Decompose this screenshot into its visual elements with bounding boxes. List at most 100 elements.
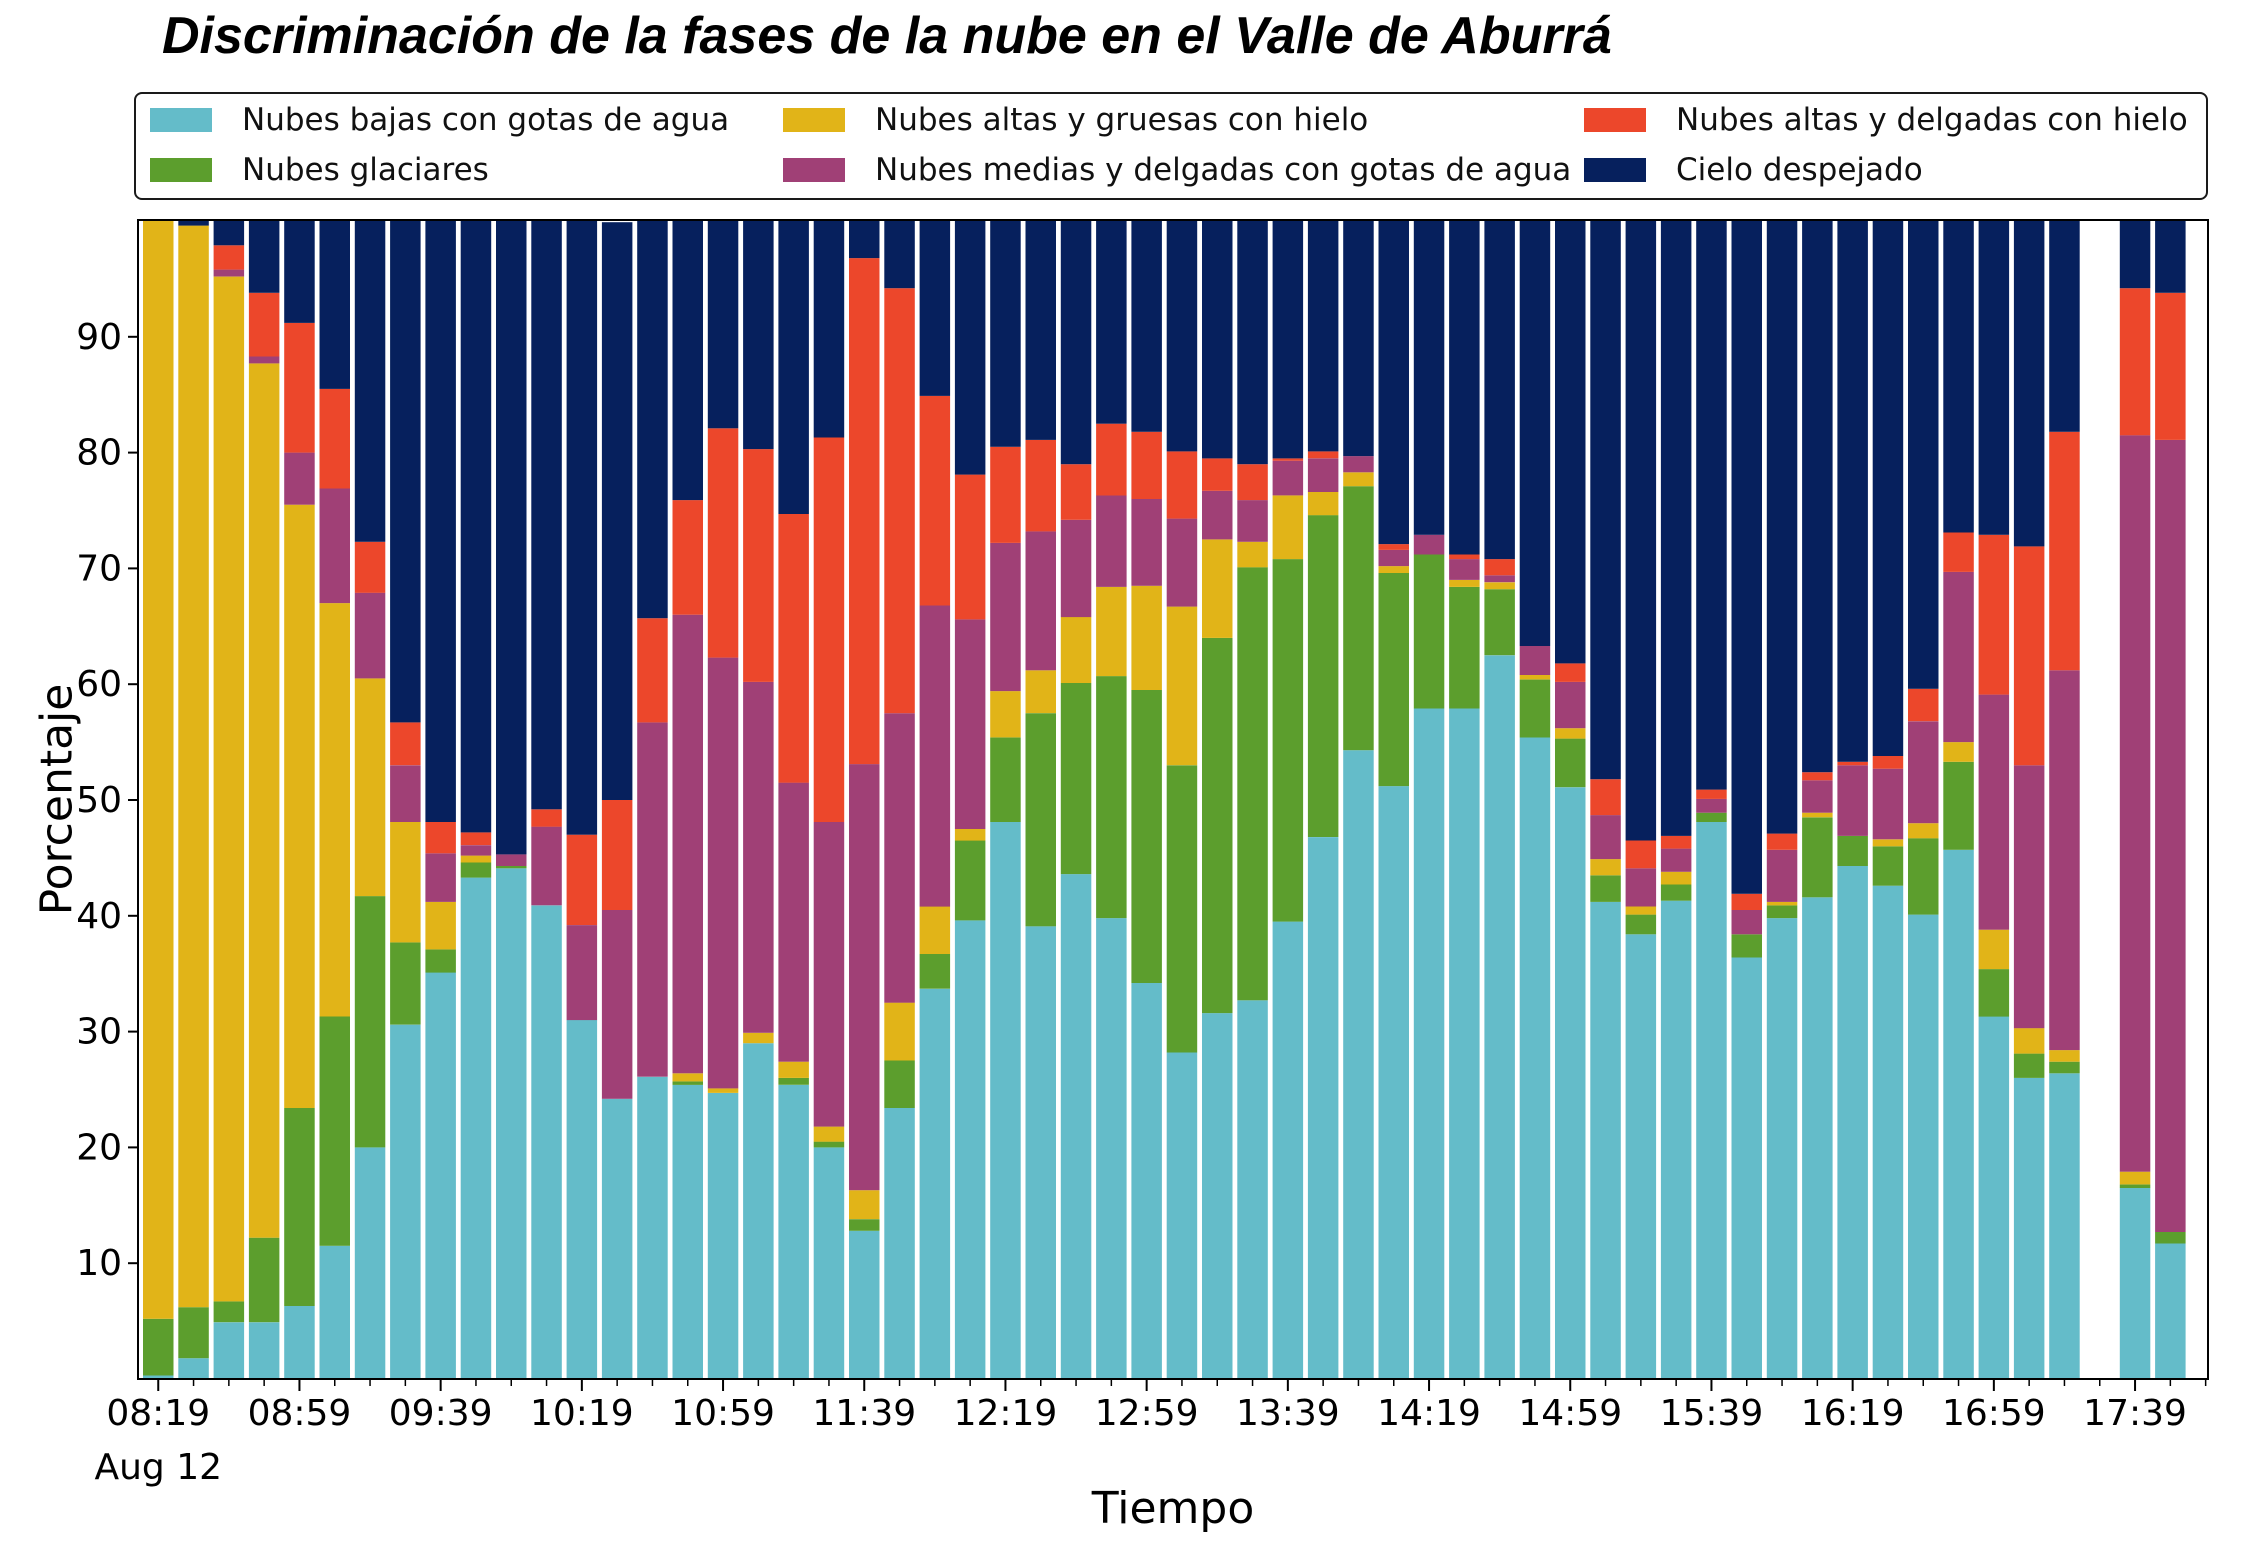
- bar-segment-2-0839: [213, 276, 245, 1302]
- bar-segment-4-1129: [813, 437, 845, 822]
- bar-segment-5-1749: [2155, 221, 2186, 293]
- y-axis: 10 20 30 40 50 60 70 80 90: [76, 317, 138, 1284]
- bar-segment-5-1339: [1272, 221, 1304, 459]
- bar-segment-5-1629: [1872, 221, 1904, 756]
- x-tick-label-1059: 10:59: [671, 1393, 775, 1434]
- legend-item-medias-delgadas: Nubes medias y delgadas con gotas de agu…: [783, 148, 1571, 192]
- bar-segment-0-1559: [1766, 918, 1798, 1379]
- bar-segment-3-1159: [919, 605, 951, 907]
- bar-segment-0-1509: [1590, 901, 1621, 1379]
- bar-segment-4-1649: [1943, 532, 1974, 572]
- bar-segment-2-0919: [354, 678, 386, 897]
- bar-segment-0-1659: [1978, 1016, 2010, 1379]
- bar-segment-4-1059: [707, 428, 739, 658]
- bar-segment-1-0859: [284, 1108, 315, 1306]
- bar-segment-5-1429: [1449, 221, 1480, 555]
- bar-segment-1-1129: [813, 1141, 845, 1148]
- bar-segment-5-1059: [707, 221, 739, 429]
- bar-segment-5-1259: [1131, 221, 1162, 432]
- bar-segment-0-1159: [919, 988, 951, 1379]
- bar-segment-1-1629: [1872, 846, 1904, 886]
- bar-segment-4-1249: [1096, 423, 1127, 496]
- bar-segment-2-1739: [2119, 1171, 2151, 1185]
- bar-segment-4-1029: [601, 800, 633, 910]
- bar-segment-2-1229: [1025, 670, 1056, 714]
- bar-segment-0-1039: [637, 1076, 668, 1379]
- bar-segment-3-1329: [1237, 500, 1268, 542]
- bar-segment-5-1049: [672, 221, 703, 501]
- bar-segment-4-1239: [1060, 464, 1092, 520]
- bar-segment-4-1629: [1872, 756, 1904, 769]
- bar-segment-2-1719: [2049, 1050, 2080, 1062]
- bar-segment-5-0859: [284, 221, 315, 323]
- bar-segment-1-1409: [1378, 573, 1409, 787]
- bar-segment-0-1449: [1519, 737, 1551, 1379]
- y-axis-title: Porcentaje: [31, 684, 82, 916]
- x-axis-date-label: Aug 12: [94, 1447, 222, 1488]
- bar-segment-4-1259: [1131, 431, 1162, 499]
- bar-segment-3-1219: [990, 542, 1021, 692]
- bar-segment-1-1459: [1555, 738, 1586, 788]
- bar-segment-2-1149: [884, 1002, 915, 1061]
- bar-segment-5-1019: [566, 221, 598, 835]
- bar-segment-1-0919: [354, 896, 386, 1148]
- bar-segment-2-1329: [1237, 541, 1268, 568]
- bar-segment-3-1649: [1943, 571, 1974, 743]
- bar-segment-5-1209: [954, 221, 986, 475]
- x-axis: 08:19 08:59 09:39 10:19 10:59 11:39 12:19 12:59…: [106, 1379, 2207, 1434]
- legend-label-nubes-glaciares: Nubes glaciares: [242, 152, 489, 188]
- y-tick-label-70: 70: [76, 548, 122, 589]
- bar-segment-0-1239: [1060, 874, 1092, 1379]
- bar-segment-2-1129: [813, 1126, 845, 1142]
- bar-segment-5-1249: [1096, 221, 1127, 424]
- bar-segment-0-0909: [319, 1245, 350, 1379]
- bar-segment-5-1039: [637, 221, 668, 619]
- bar-segment-5-1709: [2013, 221, 2045, 547]
- legend-swatch-nubes-bajas: [150, 108, 212, 132]
- bar-segment-4-1529: [1660, 835, 1692, 849]
- bar-segment-3-1039: [637, 722, 668, 1077]
- bar-segment-4-1719: [2049, 431, 2080, 671]
- bar-segment-3-1529: [1660, 848, 1692, 872]
- bar-segment-4-1559: [1766, 833, 1798, 850]
- bar-segment-2-1159: [919, 906, 951, 954]
- bar-segment-4-1459: [1555, 663, 1586, 682]
- bar-segment-1-1519: [1625, 914, 1657, 935]
- bar-segment-3-1609: [1802, 780, 1833, 813]
- bar-segment-1-1329: [1237, 567, 1268, 1001]
- bar-segment-0-0829: [178, 1358, 209, 1379]
- bar-segment-1-0929: [390, 942, 421, 1025]
- bar-segment-1-1359: [1343, 486, 1374, 751]
- bar-segment-5-1359: [1343, 221, 1374, 457]
- bar-segment-0-1419: [1413, 708, 1445, 1379]
- bar-segment-3-1539: [1696, 798, 1727, 813]
- bar-segment-0-0819: [143, 1375, 174, 1379]
- bar-segment-2-1649: [1943, 742, 1974, 762]
- bar-segment-1-1309: [1166, 765, 1198, 1053]
- bar-segment-1-1649: [1943, 761, 1974, 850]
- bar-segment-2-0819: [143, 221, 174, 1319]
- bar-segment-5-1319: [1202, 221, 1233, 459]
- bar-segment-5-1309: [1166, 221, 1198, 452]
- bar-segment-4-1339: [1272, 458, 1304, 461]
- bar-segment-0-1349: [1307, 837, 1339, 1379]
- bar-segment-5-1659: [1978, 221, 2010, 535]
- x-tick-label-1019: 10:19: [530, 1393, 634, 1434]
- bar-segment-2-1139: [849, 1190, 880, 1220]
- bar-segment-4-0919: [354, 541, 386, 593]
- bar-segment-3-1459: [1555, 681, 1586, 729]
- bar-segment-1-1429: [1449, 586, 1480, 709]
- bar-segment-1-0909: [319, 1016, 350, 1246]
- bar-segment-0-1259: [1131, 983, 1162, 1379]
- bar-segment-2-1439: [1484, 582, 1515, 590]
- bar-segment-0-1429: [1449, 708, 1480, 1379]
- bar-segment-1-0829: [178, 1307, 209, 1359]
- legend-item-altas-delgadas: Nubes altas y delgadas con hielo: [1584, 98, 2188, 142]
- bar-segment-2-1339: [1272, 495, 1304, 560]
- legend-label-altas-gruesas: Nubes altas y gruesas con hielo: [875, 102, 1369, 138]
- bar-segment-0-1009: [531, 905, 562, 1379]
- bar-segment-2-1609: [1802, 812, 1833, 818]
- bar-segment-0-1339: [1272, 921, 1304, 1379]
- x-tick-label-1739: 17:39: [2083, 1393, 2187, 1434]
- bar-segment-3-1229: [1025, 531, 1056, 671]
